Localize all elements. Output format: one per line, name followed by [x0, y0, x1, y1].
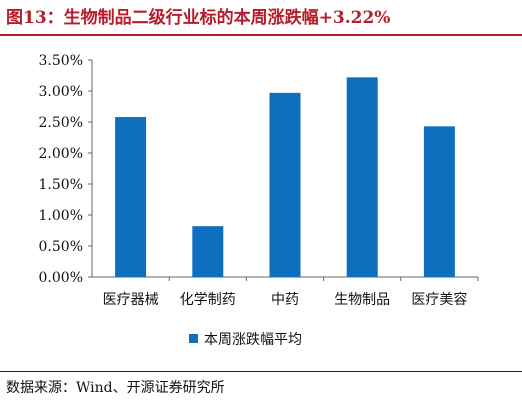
y-tick-label: 2.00%: [39, 146, 83, 162]
title-divider: [0, 34, 522, 36]
data-source: 数据来源：Wind、开源证券研究所: [6, 380, 225, 396]
x-tick-label: 中药: [271, 292, 299, 308]
y-tick-label: 0.50%: [39, 239, 83, 255]
x-tick-label: 生物制品: [334, 292, 390, 308]
y-tick-label: 1.00%: [39, 208, 83, 224]
y-tick-label: 2.50%: [39, 115, 83, 131]
chart-title: 图13：生物制品二级行业标的本周涨跌幅+3.22%: [6, 8, 391, 28]
bar: [423, 126, 455, 277]
x-tick-label: 化学制药: [180, 292, 236, 308]
x-tick-label: 医疗器械: [103, 292, 159, 308]
y-tick-label: 3.00%: [39, 84, 83, 100]
y-tick-label: 0.00%: [39, 270, 83, 286]
y-tick-label: 3.50%: [39, 53, 83, 69]
bar: [269, 92, 301, 277]
bar: [115, 117, 147, 277]
bar: [192, 226, 224, 277]
legend-swatch: [189, 334, 198, 343]
y-tick-label: 1.50%: [39, 177, 83, 193]
legend-label: 本周涨跌幅平均: [204, 332, 302, 348]
x-tick-label: 医疗美容: [411, 291, 467, 308]
bar: [346, 77, 378, 277]
footer-divider: [0, 371, 522, 372]
